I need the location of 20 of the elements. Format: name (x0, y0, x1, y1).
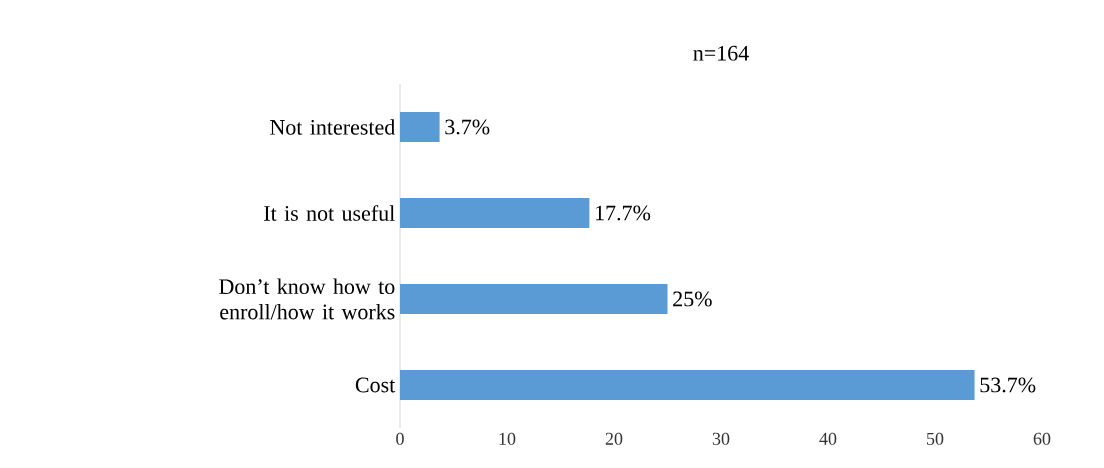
bar (400, 112, 440, 142)
data-label: 25% (673, 291, 712, 307)
data-label: 3.7% (445, 119, 490, 135)
data-label: 17.7% (596, 205, 651, 221)
x-tick-label: 10 (499, 432, 516, 445)
data-label: 53.7% (980, 377, 1036, 393)
x-tick-label: 40 (819, 432, 837, 445)
y-tick-label: It is not useful (264, 205, 395, 221)
chart-title: n=164 (693, 45, 749, 61)
y-tick-label: Not interested (270, 119, 396, 135)
bar (400, 198, 590, 228)
bar (400, 369, 975, 400)
x-tick-label: 0 (396, 432, 404, 445)
y-tick-label: Don’t know how to enroll/how it works (219, 278, 395, 320)
x-tick-label: 50 (927, 432, 944, 445)
x-tick-label: 20 (605, 432, 623, 445)
x-tick-label: 30 (712, 432, 730, 445)
bar (400, 283, 668, 314)
y-tick-label: Cost (355, 377, 396, 393)
x-tick-label: 60 (1033, 432, 1051, 445)
